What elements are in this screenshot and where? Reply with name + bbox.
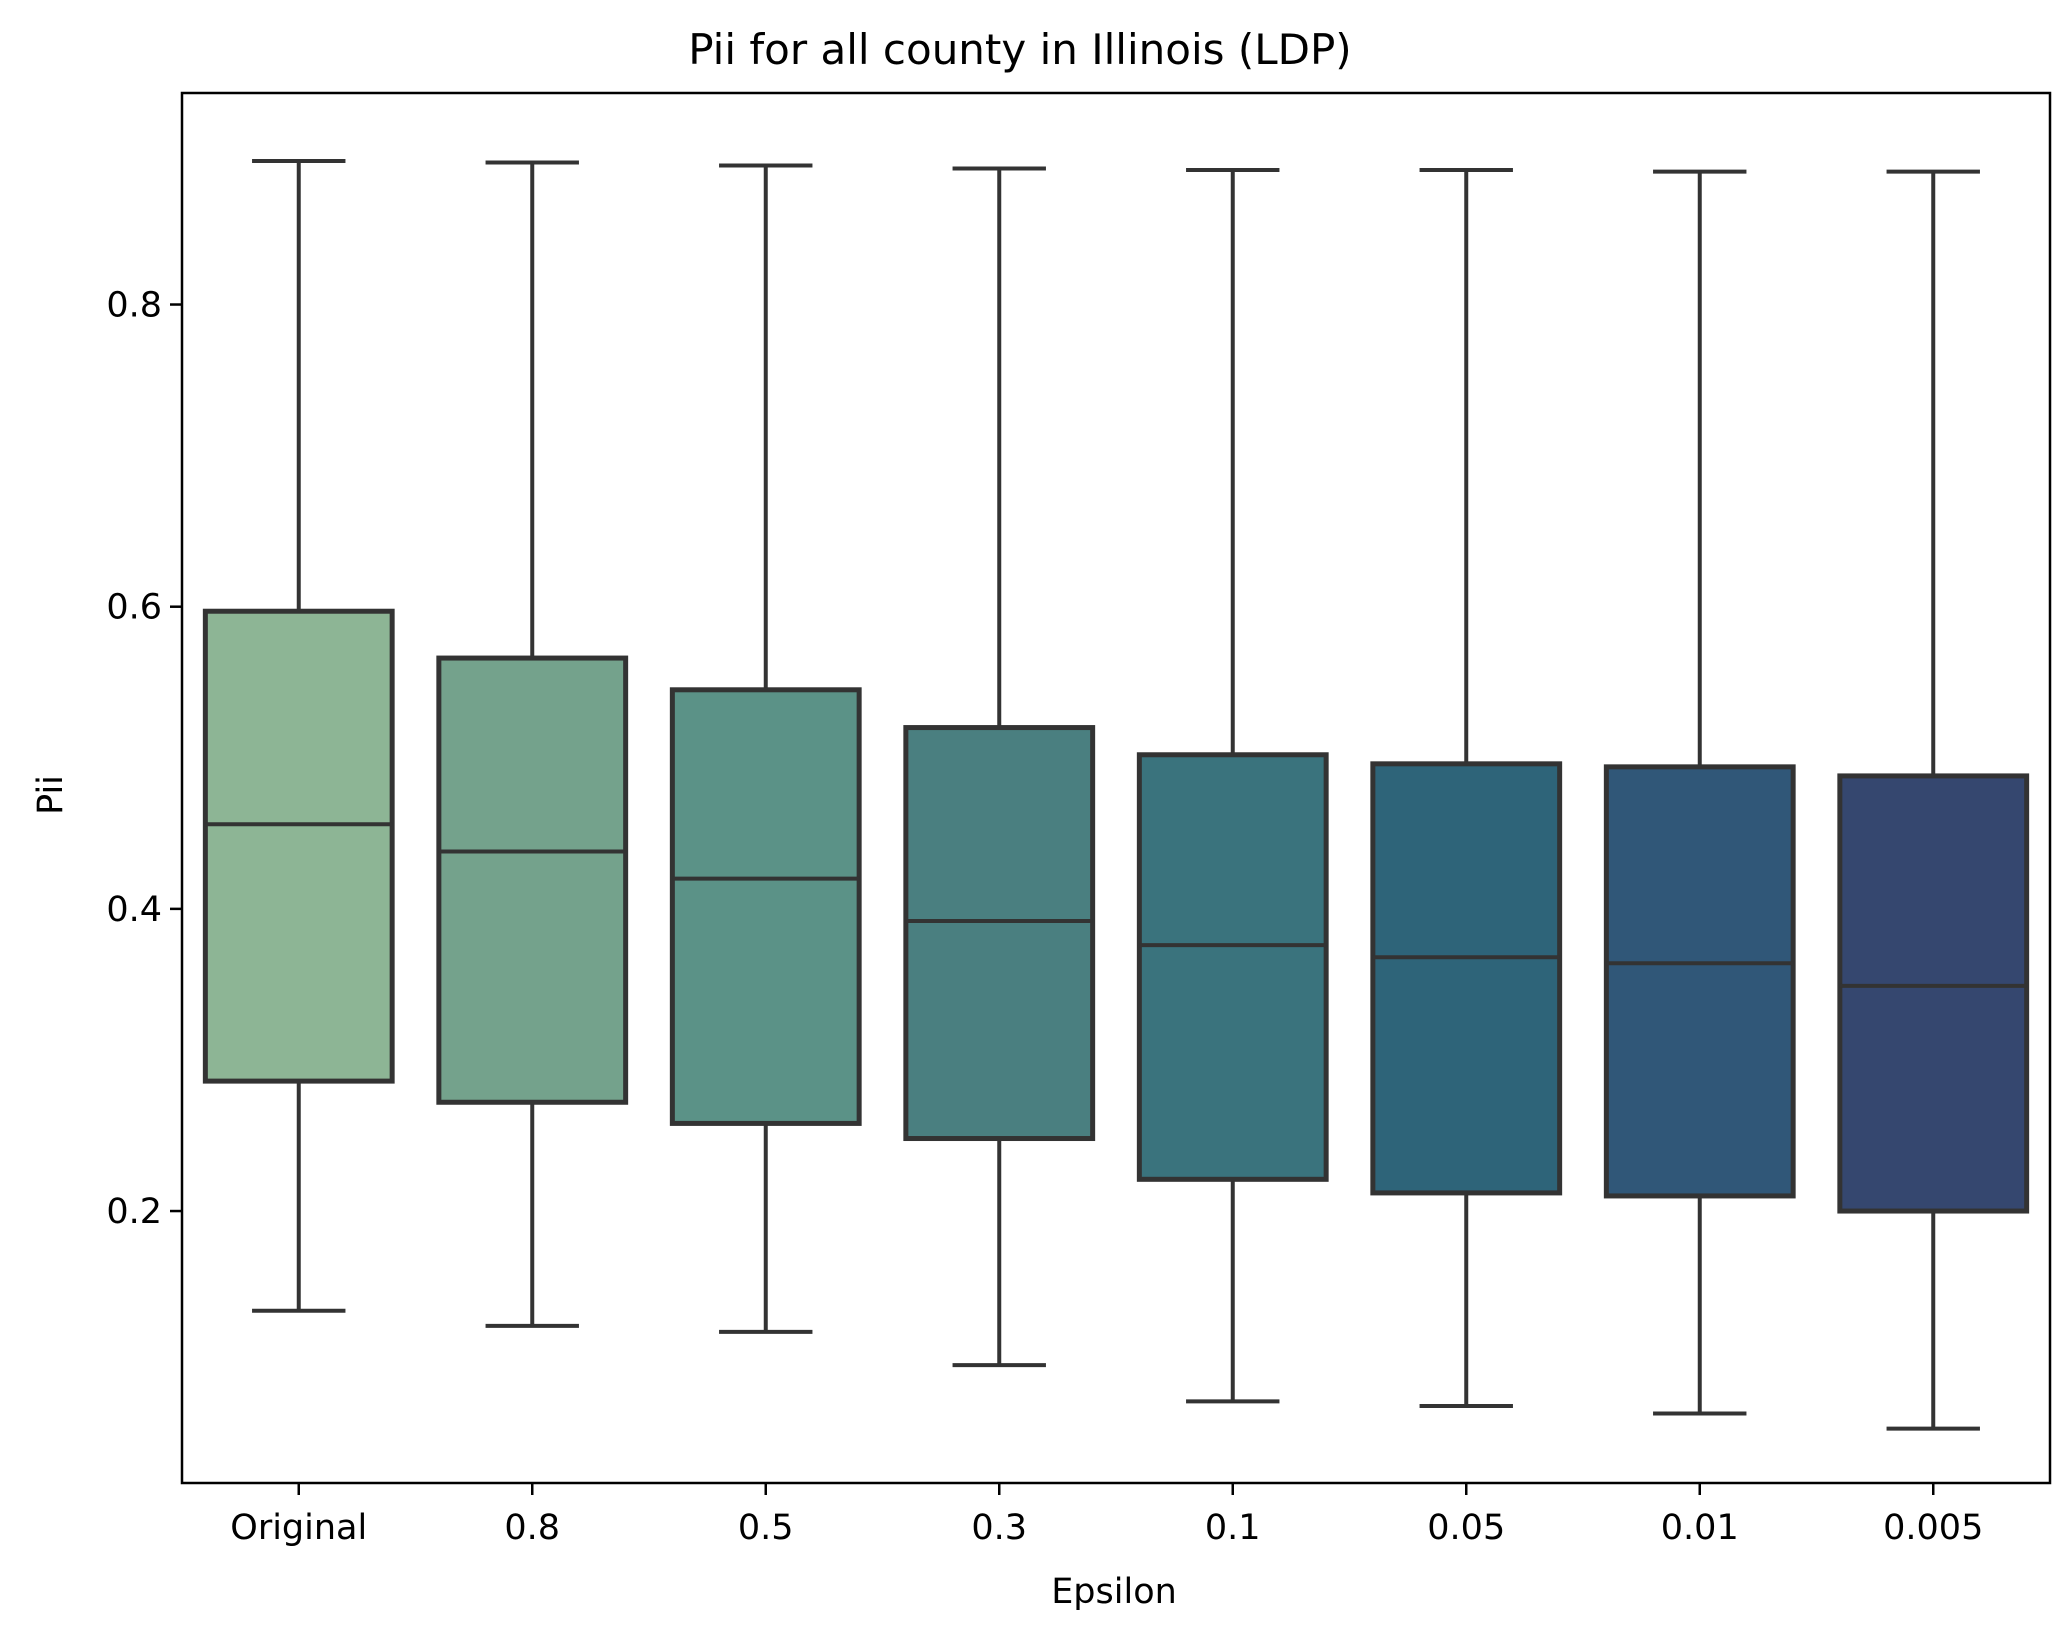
x-tick-label: 0.01 (1661, 1508, 1739, 1548)
box-group (1136, 168, 1329, 1404)
box-group (1837, 169, 2030, 1431)
x-tick-label: 0.8 (504, 1508, 560, 1548)
x-tick-label: 0.05 (1427, 1508, 1505, 1548)
y-tick-label: 0.4 (106, 890, 162, 930)
box (1370, 761, 1563, 1196)
box-group (1370, 168, 1563, 1408)
box-group (903, 166, 1096, 1368)
y-tick-label: 0.2 (106, 1192, 162, 1232)
box (1603, 764, 1796, 1199)
box (1837, 773, 2030, 1214)
box-group (202, 158, 395, 1313)
box (1136, 752, 1329, 1182)
box-group (1603, 169, 1796, 1416)
box (202, 608, 395, 1084)
x-tick-label: 0.1 (1205, 1508, 1261, 1548)
box (669, 687, 862, 1126)
x-tick-label: 0.3 (971, 1508, 1027, 1548)
x-tick-label: 0.005 (1883, 1508, 1983, 1548)
box (903, 725, 1096, 1142)
y-tick-label: 0.8 (106, 286, 162, 326)
x-axis-label: Epsilon (1051, 1572, 1177, 1612)
y-tick-label: 0.6 (106, 588, 162, 628)
x-axis: Original 0.8 0.5 0.3 0.1 0.05 0.01 0.005 (230, 1483, 1983, 1548)
x-tick-label: 0.5 (738, 1508, 794, 1548)
box-group (436, 160, 629, 1328)
boxes (202, 158, 2030, 1431)
plot-frame (180, 91, 2052, 1485)
box (436, 655, 629, 1105)
box-group (669, 163, 862, 1334)
y-axis-label: Pii (31, 775, 71, 815)
y-axis: 0.2 0.4 0.6 0.8 (106, 286, 182, 1232)
x-tick-label: Original (230, 1508, 367, 1548)
chart-title: Pii for all county in Illinois (LDP) (688, 25, 1351, 74)
